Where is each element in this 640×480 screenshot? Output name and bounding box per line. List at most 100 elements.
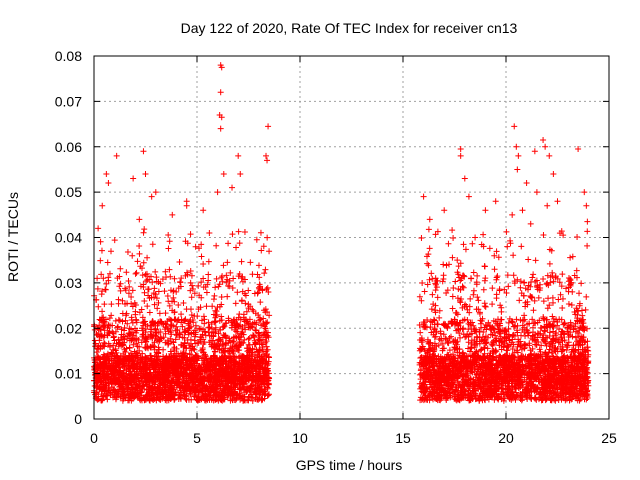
data-point [195, 282, 202, 289]
data-point [156, 310, 163, 317]
data-point [198, 279, 205, 286]
data-point [236, 240, 243, 247]
data-point [141, 289, 148, 296]
data-point [109, 384, 116, 391]
data-point [245, 287, 252, 294]
data-point [155, 288, 162, 295]
data-point [262, 266, 269, 273]
data-point [238, 297, 245, 304]
data-point [157, 280, 164, 287]
data-point [182, 272, 189, 279]
data-point [250, 332, 257, 339]
data-point [171, 275, 178, 282]
data-point [178, 319, 185, 326]
data-point [255, 289, 262, 296]
data-point [97, 257, 104, 264]
data-point [106, 315, 113, 322]
data-point [238, 258, 245, 265]
data-point [121, 324, 128, 331]
data-point [182, 238, 189, 245]
data-point [170, 294, 177, 301]
data-point [166, 238, 173, 245]
data-point [213, 275, 220, 282]
data-point [263, 320, 270, 327]
data-point [151, 301, 158, 308]
data-point [129, 303, 136, 310]
data-point [140, 259, 147, 266]
data-point [224, 259, 231, 266]
data-point [253, 236, 260, 243]
data-point [178, 341, 185, 348]
data-point [239, 273, 246, 280]
data-point [178, 311, 185, 318]
data-point [121, 327, 128, 334]
data-point [187, 279, 194, 286]
data-point [248, 323, 255, 330]
data-point [114, 324, 121, 331]
data-point [115, 336, 122, 343]
data-point [255, 262, 262, 269]
data-point [104, 259, 111, 266]
data-point [259, 344, 266, 351]
data-point [129, 252, 136, 259]
data-point [225, 240, 232, 247]
data-point [154, 305, 161, 312]
data-point [243, 308, 250, 315]
data-point [177, 279, 184, 286]
data-point [265, 360, 272, 367]
data-point [152, 268, 159, 275]
data-point [115, 316, 122, 323]
data-point [264, 362, 271, 369]
data-point [144, 303, 151, 310]
data-point [229, 343, 236, 350]
data-point [191, 290, 198, 297]
data-point [101, 301, 108, 308]
data-point [264, 346, 271, 353]
data-point [122, 349, 129, 356]
data-point [165, 298, 172, 305]
data-point [235, 273, 242, 280]
data-point [143, 278, 150, 285]
data-point [99, 308, 106, 315]
data-point [111, 237, 118, 244]
data-point [153, 295, 160, 302]
data-point [108, 248, 115, 255]
data-point [258, 247, 265, 254]
data-point [256, 347, 263, 354]
data-point [235, 228, 242, 235]
data-point [94, 285, 101, 292]
data-point [227, 269, 234, 276]
data-point [139, 272, 146, 279]
data-point [264, 284, 271, 291]
data-point [223, 320, 230, 327]
data-point [198, 241, 205, 248]
data-point [247, 324, 254, 331]
data-point [116, 273, 123, 280]
data-point [180, 299, 187, 306]
data-point [166, 302, 173, 309]
data-point [172, 336, 179, 343]
data-point [200, 284, 207, 291]
data-point [208, 325, 215, 332]
data-point [124, 249, 131, 256]
data-point [255, 312, 262, 319]
data-point [144, 273, 151, 280]
data-point [229, 285, 236, 292]
data-point [261, 395, 268, 402]
data-point [212, 284, 219, 291]
data-point [146, 295, 153, 302]
data-point [151, 285, 158, 292]
data-point [219, 273, 226, 280]
data-point [141, 226, 148, 233]
data-point [256, 314, 263, 321]
data-point [159, 276, 166, 283]
data-point [257, 299, 264, 306]
data-point [249, 271, 256, 278]
data-point [140, 229, 147, 236]
data-point [220, 262, 227, 269]
data-point [241, 336, 248, 343]
data-point [209, 303, 216, 310]
